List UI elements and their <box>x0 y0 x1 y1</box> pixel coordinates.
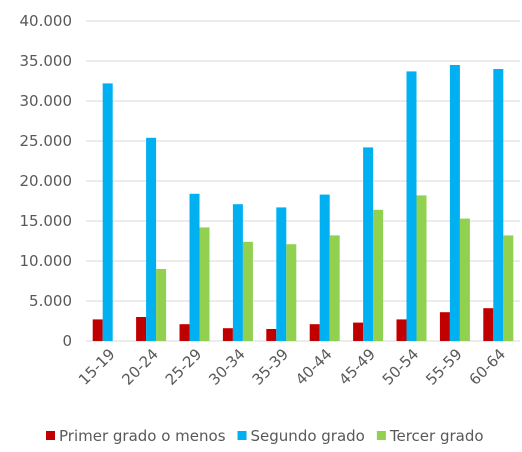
legend-swatch <box>376 431 386 440</box>
bar <box>329 235 340 341</box>
bar <box>416 195 427 341</box>
x-tick-label: 20-24 <box>118 345 162 389</box>
bar <box>179 324 190 341</box>
x-tick-label: 30-34 <box>205 345 249 389</box>
bar <box>156 269 167 341</box>
y-tick-label: 30.000 <box>20 92 73 110</box>
bar <box>373 209 384 341</box>
x-tick-label: 45-49 <box>335 345 379 389</box>
bar <box>276 207 287 341</box>
bar <box>396 319 407 341</box>
bar <box>92 319 103 341</box>
bar <box>102 83 113 342</box>
bar <box>199 227 210 341</box>
bar <box>353 322 364 341</box>
bar <box>449 65 460 341</box>
legend-label: Primer grado o menos <box>59 427 226 445</box>
x-tick-label: 35-39 <box>249 345 293 389</box>
bar <box>406 71 417 342</box>
x-tick-label: 15-19 <box>75 345 119 389</box>
bar <box>483 308 494 341</box>
legend-swatch <box>237 431 247 440</box>
bar <box>459 218 470 341</box>
y-tick-label: 40.000 <box>20 12 73 30</box>
bar <box>493 69 504 341</box>
x-tick-label: 40-44 <box>292 345 336 389</box>
y-tick-label: 15.000 <box>20 212 73 230</box>
bar <box>146 137 157 341</box>
bar <box>363 147 374 341</box>
bar <box>136 317 147 341</box>
bar <box>309 324 320 341</box>
bar <box>503 235 514 341</box>
x-tick-label: 25-29 <box>162 345 206 389</box>
legend-label: Tercer grado <box>389 427 484 445</box>
x-tick-label: 50-54 <box>379 345 423 389</box>
bar <box>319 194 330 341</box>
y-tick-label: 25.000 <box>20 132 73 150</box>
y-tick-label: 5.000 <box>29 292 72 310</box>
bar <box>222 328 233 341</box>
bar <box>232 204 243 341</box>
bar <box>286 244 297 341</box>
y-tick-label: 35.000 <box>20 52 73 70</box>
bar <box>439 312 450 341</box>
y-tick-label: 20.000 <box>20 172 73 190</box>
y-tick-label: 10.000 <box>20 252 73 270</box>
bar <box>266 329 277 341</box>
legend-swatch <box>46 431 55 440</box>
bar <box>189 193 200 341</box>
x-tick-label: 55-59 <box>422 345 466 389</box>
bar <box>242 241 253 341</box>
legend-label: Segundo grado <box>251 427 365 445</box>
y-tick-label: 0 <box>62 332 72 350</box>
x-tick-label: 60-64 <box>466 345 510 389</box>
